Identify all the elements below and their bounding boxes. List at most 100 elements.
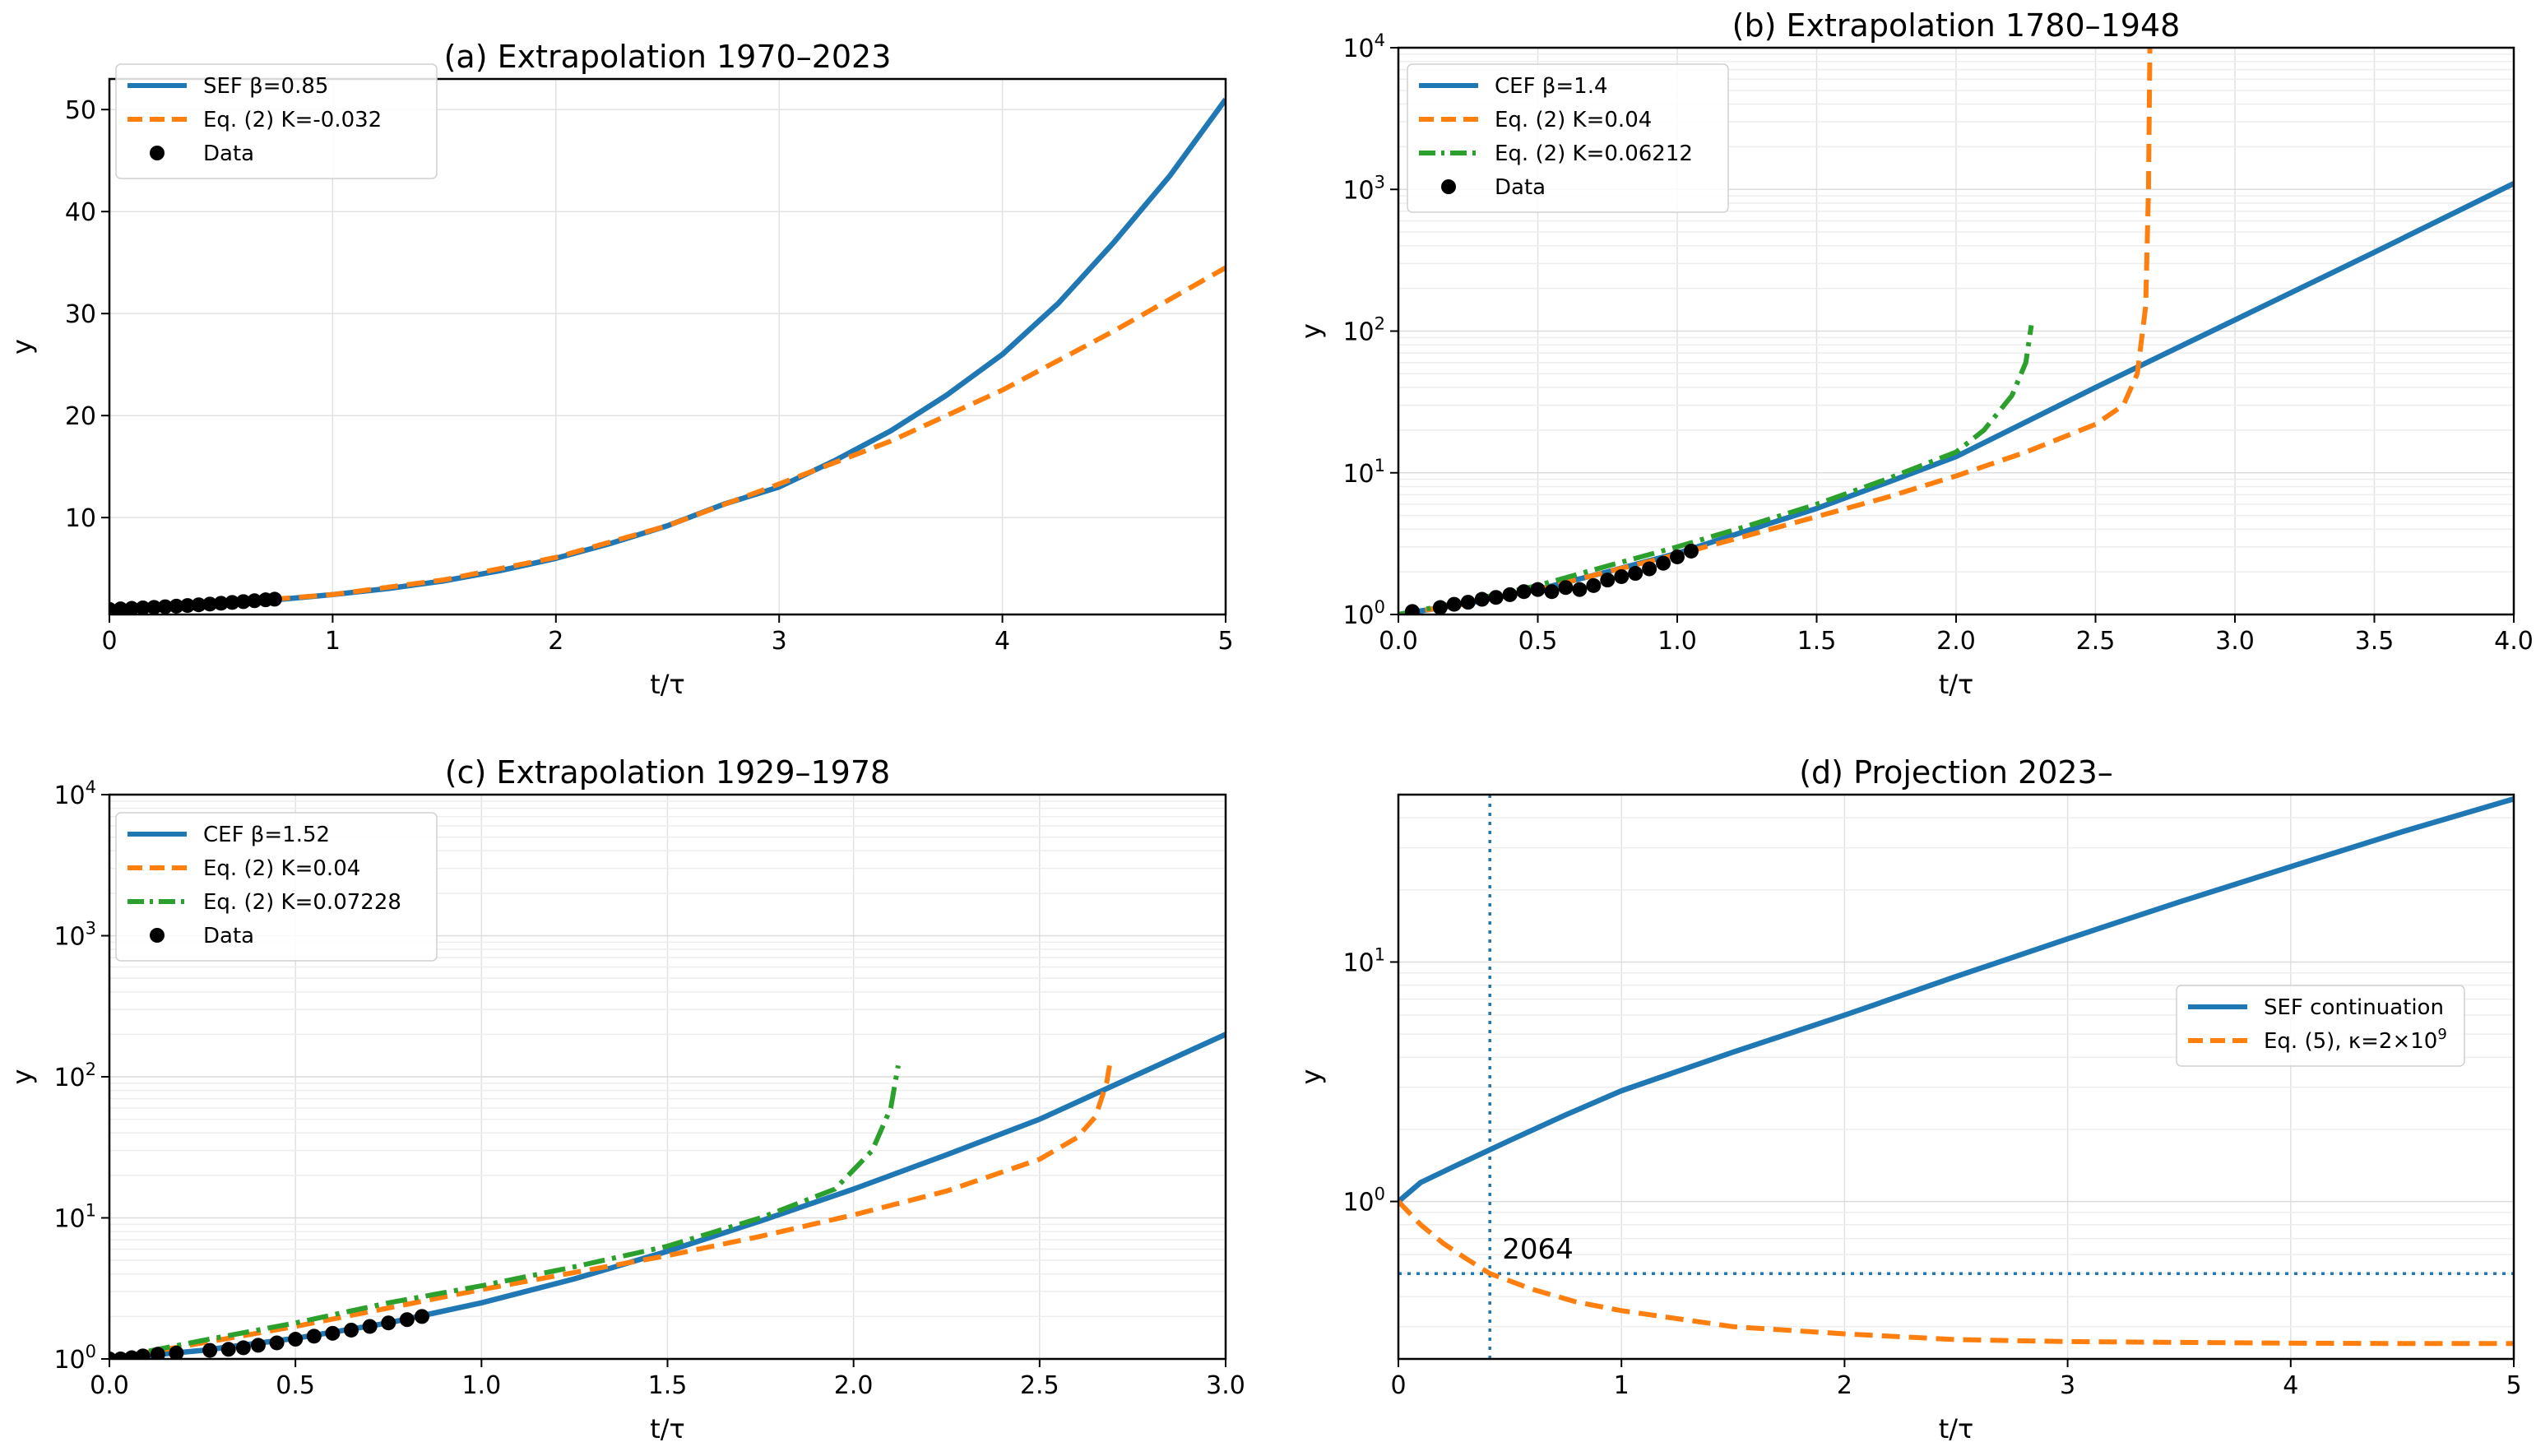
x-tick-label: 0.0 bbox=[90, 1371, 129, 1400]
legend: SEF β=0.85 Eq. (2) K=-0.032 Data bbox=[115, 63, 438, 179]
legend-box bbox=[2176, 985, 2465, 1067]
x-tick-label: 1.5 bbox=[1797, 627, 1837, 656]
legend-label: CEF β=1.52 bbox=[203, 823, 330, 847]
chart-title: (b) Extrapolation 1780–1948 bbox=[1732, 7, 2181, 44]
series-line-1 bbox=[109, 265, 1226, 612]
x-tick-label: 1.5 bbox=[648, 1371, 688, 1400]
legend-label: Eq. (5), κ=2×109 bbox=[2264, 1026, 2447, 1054]
chart-panel-a: 0 1 2 3 4 5 10 20 30 40 50 (a) Extrapolation 1970–2… bbox=[7, 39, 1234, 700]
data-point bbox=[247, 593, 262, 609]
data-point bbox=[146, 600, 162, 614]
x-tick-label: 3.0 bbox=[2215, 627, 2255, 656]
chart-title: (a) Extrapolation 1970–2023 bbox=[444, 39, 892, 75]
data-point bbox=[235, 1340, 251, 1356]
data-point bbox=[113, 601, 128, 614]
x-tick-label: 2.0 bbox=[834, 1371, 874, 1400]
y-tick-label: 101 bbox=[53, 1201, 96, 1234]
legend-label: CEF β=1.4 bbox=[1495, 74, 1608, 99]
y-tick-label: 104 bbox=[53, 777, 96, 810]
series-line-1 bbox=[109, 1060, 1113, 1359]
series-data-points bbox=[1404, 543, 1699, 614]
legend-label: SEF continuation bbox=[2264, 995, 2444, 1020]
data-point bbox=[325, 1325, 341, 1341]
y-tick-label: 103 bbox=[53, 919, 96, 952]
y-tick-label: 40 bbox=[65, 198, 96, 227]
legend: SEF continuation Eq. (5), κ=2×109 bbox=[2176, 985, 2465, 1067]
y-tick-label: 104 bbox=[1342, 30, 1385, 63]
x-tick-label: 1.0 bbox=[1657, 627, 1697, 656]
x-tick-label: 0.0 bbox=[1379, 627, 1418, 656]
data-point bbox=[1614, 568, 1630, 584]
data-point bbox=[213, 596, 229, 611]
x-tick-label: 5 bbox=[1217, 627, 1233, 656]
data-point bbox=[1488, 590, 1504, 605]
y-tick-label: 100 bbox=[1342, 1185, 1385, 1217]
series-data-points bbox=[109, 1309, 429, 1359]
x-tick-label: 1 bbox=[1614, 1371, 1630, 1400]
x-tick-label: 3 bbox=[772, 627, 787, 656]
chart-panel-b: 0.0 0.5 1.0 1.5 2.0 2.5 3.0 3.5 4.0 100 101 102 103 1… bbox=[1296, 7, 2534, 700]
x-axis-label: t/τ bbox=[1939, 1413, 1974, 1444]
x-tick-label: 2.0 bbox=[1936, 627, 1976, 656]
data-point bbox=[124, 600, 140, 614]
data-point bbox=[1572, 582, 1588, 597]
y-tick-label: 101 bbox=[1342, 944, 1385, 977]
y-tick-label: 100 bbox=[1342, 597, 1385, 630]
x-tick-label: 0 bbox=[101, 627, 117, 656]
y-tick-label: 100 bbox=[53, 1342, 96, 1375]
series-line-2 bbox=[1398, 324, 2034, 614]
x-tick-label: 4 bbox=[2283, 1371, 2298, 1400]
chart-title: (d) Projection 2023– bbox=[1799, 754, 2113, 791]
legend-marker bbox=[150, 928, 165, 943]
series-data-points bbox=[109, 591, 282, 614]
data-point bbox=[1628, 566, 1644, 582]
data-point bbox=[1642, 561, 1657, 577]
y-tick-label: 30 bbox=[65, 300, 96, 329]
x-axis-label: t/τ bbox=[1939, 669, 1974, 700]
data-point bbox=[169, 1345, 184, 1359]
data-point bbox=[1474, 591, 1490, 607]
x-tick-label: 5 bbox=[2506, 1371, 2521, 1400]
x-tick-label: 2.5 bbox=[1020, 1371, 1059, 1400]
x-tick-label: 3.5 bbox=[2355, 627, 2395, 656]
y-axis-label: y bbox=[1296, 323, 1327, 339]
series-line-1 bbox=[1398, 1199, 2514, 1347]
legend: CEF β=1.52 Eq. (2) K=0.04 Eq. (2) K=0.0722… bbox=[115, 812, 438, 962]
y-axis-label: y bbox=[7, 1069, 38, 1085]
data-point bbox=[414, 1309, 429, 1324]
legend-label: Data bbox=[203, 924, 254, 948]
data-point bbox=[250, 1338, 266, 1353]
x-tick-label: 2 bbox=[548, 627, 563, 656]
x-tick-label: 4.0 bbox=[2494, 627, 2534, 656]
axes-frame bbox=[108, 77, 1227, 616]
data-point bbox=[135, 600, 151, 614]
chart-title: (c) Extrapolation 1929–1978 bbox=[445, 754, 890, 791]
data-point bbox=[1446, 596, 1462, 612]
legend: CEF β=1.4 Eq. (2) K=0.04 Eq. (2) K=0.06212… bbox=[1407, 63, 1729, 213]
x-tick-label: 0.5 bbox=[1518, 627, 1558, 656]
legend-label: Data bbox=[203, 141, 254, 166]
x-tick-label: 4 bbox=[994, 627, 1010, 656]
data-point bbox=[220, 1342, 236, 1357]
data-point bbox=[202, 1342, 218, 1358]
data-point bbox=[225, 595, 240, 610]
x-tick-label: 0 bbox=[1390, 1371, 1406, 1400]
data-point bbox=[191, 597, 206, 613]
x-tick-label: 2.5 bbox=[2076, 627, 2116, 656]
y-tick-label: 10 bbox=[65, 504, 96, 533]
x-axis-label: t/τ bbox=[650, 1413, 685, 1444]
legend-label: Eq. (2) K=0.04 bbox=[1495, 108, 1652, 132]
legend-label: SEF β=0.85 bbox=[203, 74, 328, 99]
data-point bbox=[1432, 600, 1448, 614]
data-point bbox=[202, 596, 218, 612]
data-point bbox=[362, 1319, 378, 1334]
data-point bbox=[269, 1335, 285, 1351]
series-line-2 bbox=[109, 1064, 901, 1359]
y-axis-label: y bbox=[1296, 1069, 1327, 1085]
data-point bbox=[1530, 582, 1546, 597]
legend-box bbox=[115, 812, 438, 962]
legend-label: Data bbox=[1495, 175, 1546, 200]
y-tick-label: 101 bbox=[1342, 456, 1385, 489]
data-point bbox=[1544, 584, 1560, 600]
